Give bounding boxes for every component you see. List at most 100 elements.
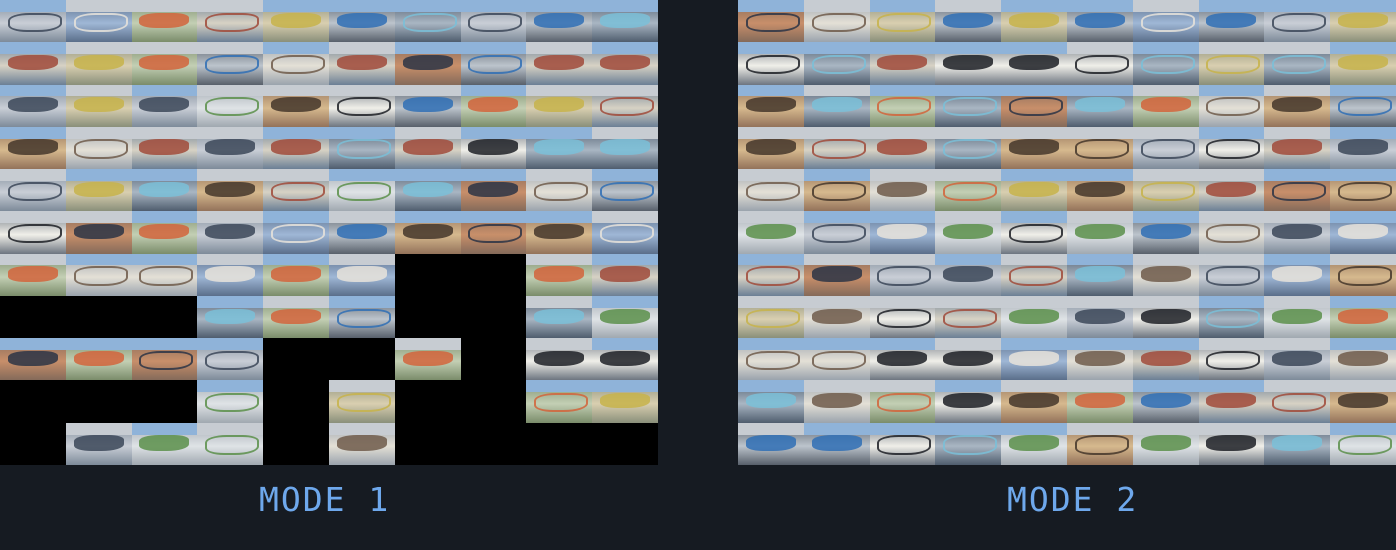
graffiti-piece — [1206, 54, 1261, 75]
graffiti-piece — [1338, 350, 1389, 367]
mosaic-tile — [1001, 422, 1067, 465]
graffiti-piece — [271, 12, 322, 28]
graffiti-piece — [534, 54, 585, 71]
graffiti-piece — [1074, 224, 1125, 240]
graffiti-piece — [1009, 12, 1060, 28]
graffiti-piece — [271, 224, 326, 244]
graffiti-piece — [1140, 181, 1195, 201]
graffiti-piece — [139, 12, 190, 28]
mosaic-tile — [460, 169, 527, 212]
mosaic-tile — [263, 84, 329, 127]
tile-sky — [65, 84, 132, 97]
tile-sky — [1067, 422, 1133, 435]
tile-sky — [803, 211, 870, 224]
mosaic-tile — [197, 380, 264, 423]
graffiti-piece — [1009, 54, 1060, 71]
mosaic-tile — [65, 126, 132, 170]
mosaic-tile — [935, 211, 1002, 254]
tile-sky — [1132, 0, 1199, 12]
graffiti-piece — [1009, 97, 1064, 117]
mosaic-tile — [1264, 0, 1331, 43]
mosaic-tile — [65, 169, 132, 212]
mosaic-tile — [394, 380, 461, 423]
tile-sky — [460, 84, 527, 97]
tile-sky — [738, 253, 804, 266]
graffiti-piece — [600, 266, 651, 282]
mosaic-tile — [1264, 84, 1331, 127]
tile-sky — [1067, 126, 1133, 139]
tile-sky — [1132, 126, 1199, 139]
tile-sky — [738, 338, 804, 350]
mosaic-tile — [738, 84, 804, 127]
tile-sky — [869, 126, 936, 139]
graffiti-piece — [336, 181, 391, 201]
graffiti-piece — [468, 12, 523, 32]
tile-sky — [738, 84, 804, 97]
tile-sky — [197, 422, 264, 435]
tile-sky — [592, 380, 658, 393]
graffiti-piece — [7, 181, 62, 201]
mosaic-tile — [1330, 84, 1396, 127]
tile-sky — [738, 169, 804, 181]
graffiti-piece — [1140, 224, 1191, 240]
graffiti-piece — [1009, 266, 1064, 286]
graffiti-piece — [1272, 308, 1323, 324]
graffiti-piece — [1272, 12, 1327, 32]
graffiti-piece — [336, 54, 387, 71]
graffiti-piece — [600, 139, 651, 155]
tile-sky — [869, 84, 936, 97]
tile-sky — [65, 126, 132, 139]
graffiti-piece — [943, 54, 994, 71]
mosaic-tile — [738, 338, 804, 381]
tile-sky — [460, 169, 527, 181]
tile-sky — [526, 253, 593, 266]
tile-sky — [1067, 338, 1133, 350]
mosaic-tile — [1198, 338, 1265, 381]
mosaic-tile — [803, 295, 870, 339]
graffiti-piece — [600, 224, 655, 244]
graffiti-piece — [745, 54, 800, 75]
graffiti-piece — [1206, 266, 1261, 286]
tile-sky — [1198, 295, 1265, 308]
mosaic-tile — [1001, 84, 1067, 127]
mosaic-tile — [197, 295, 264, 339]
mosaic-tile — [0, 422, 66, 465]
graffiti-piece — [271, 308, 322, 324]
tile-sky — [65, 338, 132, 350]
tile-sky — [935, 253, 1002, 266]
tile-sky — [1067, 253, 1133, 266]
mosaic-tile — [803, 380, 870, 423]
mosaic-tile — [460, 42, 527, 85]
graffiti-piece — [7, 139, 58, 155]
graffiti-piece — [600, 54, 651, 71]
mosaic-tile — [197, 253, 264, 296]
graffiti-piece — [534, 181, 589, 201]
tile-sky — [65, 253, 132, 266]
graffiti-piece — [1009, 139, 1060, 155]
graffiti-piece — [1272, 54, 1327, 75]
graffiti-piece — [1338, 181, 1393, 201]
mosaic-tile — [263, 253, 329, 296]
tile-sky — [1330, 126, 1396, 139]
mosaic-tile — [1067, 211, 1133, 254]
mosaic-tile — [1067, 169, 1133, 212]
mosaic-tile — [592, 126, 658, 170]
mosaic-tile — [460, 380, 527, 423]
mosaic-tile — [394, 42, 461, 85]
tile-sky — [131, 169, 198, 181]
mosaic-tile — [1067, 42, 1133, 85]
mosaic-tile — [131, 169, 198, 212]
tile-sky — [592, 84, 658, 97]
tile-sky — [329, 84, 395, 97]
mosaic-tile — [592, 295, 658, 339]
graffiti-piece — [205, 181, 256, 197]
mosaic-tile — [0, 0, 66, 43]
tile-sky — [738, 211, 804, 224]
graffiti-piece — [1272, 181, 1327, 201]
tile-sky — [197, 169, 264, 181]
tile-sky — [935, 169, 1002, 181]
graffiti-piece — [402, 54, 453, 71]
graffiti-piece — [73, 181, 124, 197]
graffiti-piece — [1206, 224, 1261, 244]
mosaic-tile — [460, 126, 527, 170]
